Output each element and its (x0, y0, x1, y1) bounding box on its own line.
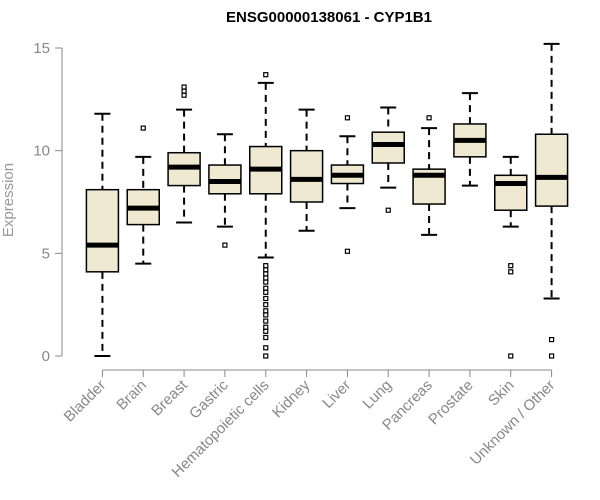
y-tick-label: 5 (42, 245, 50, 262)
box-kidney (289, 108, 324, 232)
box-brain (126, 125, 160, 265)
box-rect (85, 188, 120, 273)
box-hematopoietic-cells (249, 72, 283, 359)
x-tick-label: Lung (359, 377, 395, 413)
x-tick-label: Prostate (425, 377, 477, 429)
x-tick-label: Bladder (61, 377, 110, 426)
outlier-point (181, 84, 187, 90)
outlier-point (548, 336, 555, 343)
x-tick-label: Liver (319, 377, 354, 412)
outlier-point (263, 275, 269, 281)
chart-title: ENSG00000138061 - CYP1B1 (226, 9, 432, 26)
outlier-point (181, 92, 187, 98)
box-unknown-other (534, 42, 569, 359)
x-tick-label: Skin (485, 377, 518, 410)
x-tick-label: Kidney (269, 376, 314, 421)
outlier-point (263, 263, 269, 269)
outlier-point (140, 125, 146, 131)
outlier-point (263, 353, 269, 359)
y-tick-label: 15 (33, 40, 50, 57)
outlier-point (385, 207, 391, 213)
outlier-point (263, 318, 269, 324)
outlier-point (344, 115, 351, 121)
box-lung (371, 106, 405, 213)
outlier-point (263, 345, 269, 351)
outlier-point (508, 353, 514, 359)
y-axis-label: Expression (0, 163, 17, 237)
outlier-point (263, 267, 269, 273)
outlier-point (344, 248, 351, 254)
x-tick-label: Breast (148, 376, 191, 419)
box-pancreas (412, 115, 446, 236)
y-tick-label: 10 (33, 143, 50, 160)
box-liver (330, 115, 365, 254)
box-breast (167, 84, 201, 224)
outlier-point (263, 312, 269, 318)
outlier-point (263, 324, 269, 330)
outlier-point (263, 271, 269, 277)
outlier-point (263, 302, 269, 308)
outlier-point (426, 115, 432, 121)
box-rect (371, 131, 405, 164)
outlier-point (263, 308, 269, 314)
outlier-point (222, 242, 228, 248)
outlier-point (508, 269, 514, 275)
box-skin (494, 155, 528, 359)
outlier-point (263, 328, 269, 334)
box-rect (289, 149, 324, 203)
outlier-point (548, 353, 555, 359)
x-tick-label: Brain (113, 377, 150, 414)
outlier-point (181, 88, 187, 94)
y-tick-label: 0 (42, 348, 50, 365)
boxes (85, 42, 569, 359)
box-rect (534, 133, 569, 207)
outlier-point (263, 72, 269, 78)
outlier-point (263, 285, 269, 291)
outlier-point (263, 295, 269, 302)
outlier-point (263, 334, 269, 341)
outlier-point (263, 289, 269, 295)
outlier-point (508, 263, 514, 269)
box-rect (494, 174, 528, 211)
box-gastric (208, 133, 242, 248)
box-prostate (453, 92, 487, 187)
outlier-point (263, 279, 269, 285)
box-bladder (85, 112, 120, 357)
